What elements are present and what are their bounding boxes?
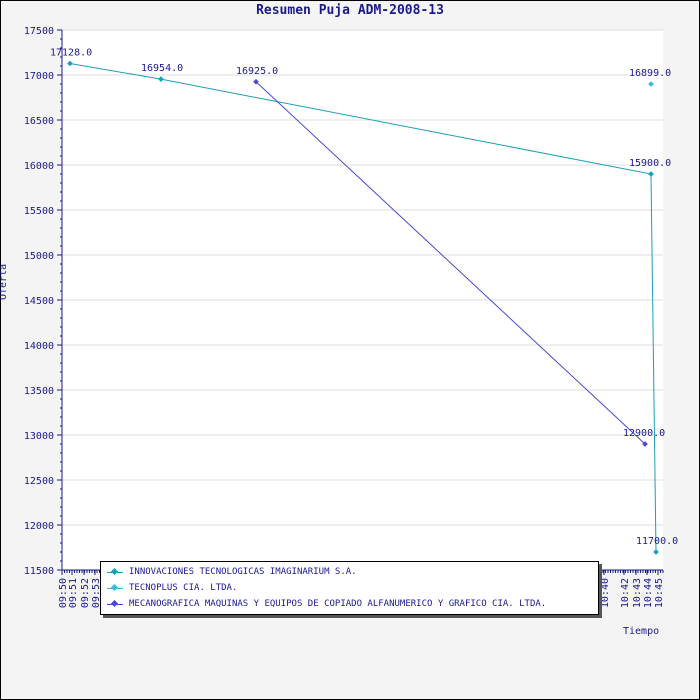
y-tick-label: 16000 [24, 161, 54, 172]
legend-label: TECNOPLUS CIA. LTDA. [129, 583, 238, 593]
y-tick-label: 12500 [24, 476, 54, 487]
data-label: 15900.0 [629, 158, 671, 169]
x-tick-label: 10:42 [620, 578, 631, 608]
y-tick-label: 15000 [24, 251, 54, 262]
legend-item: INNOVACIONES TECNOLOGICAS IMAGINARIUM S.… [107, 565, 357, 579]
x-axis-label: Tiempo [623, 626, 660, 637]
data-label: 16925.0 [236, 66, 278, 77]
data-point [648, 171, 654, 177]
x-tick-label: 10:40 [600, 578, 611, 608]
x-tick-label: 10:45 [654, 578, 665, 608]
data-label: 12900.0 [623, 428, 665, 439]
x-tick-label: 09:50 [58, 578, 69, 608]
x-tick-label: 10:43 [632, 578, 643, 608]
legend-label: INNOVACIONES TECNOLOGICAS IMAGINARIUM S.… [129, 567, 357, 577]
y-tick-label: 14500 [24, 296, 54, 307]
legend-item: MECANOGRAFICA MAQUINAS Y EQUIPOS DE COPI… [107, 597, 546, 611]
y-tick-label: 13500 [24, 386, 54, 397]
data-label: 16954.0 [141, 63, 183, 74]
legend: INNOVACIONES TECNOLOGICAS IMAGINARIUM S.… [100, 561, 599, 615]
x-tick-label: 09:51 [68, 578, 79, 608]
data-point [642, 441, 648, 447]
series-line-0 [69, 62, 657, 553]
series-line-2 [255, 81, 646, 445]
data-point [648, 81, 654, 87]
x-tick-label: 09:53 [91, 578, 102, 608]
y-tick-label: 17500 [24, 26, 54, 37]
legend-swatch-2 [107, 599, 123, 609]
data-label: 11700.0 [636, 536, 678, 547]
data-label: 17128.0 [50, 47, 92, 58]
y-tick-label: 11500 [24, 566, 54, 577]
legend-label: MECANOGRAFICA MAQUINAS Y EQUIPOS DE COPI… [129, 599, 547, 609]
legend-swatch-1 [107, 583, 123, 593]
y-tick-label: 15500 [24, 206, 54, 217]
legend-item: TECNOPLUS CIA. LTDA. [107, 581, 237, 595]
y-tick-label: 17000 [24, 71, 54, 82]
y-tick-label: 16500 [24, 116, 54, 127]
data-point [158, 76, 164, 82]
y-tick-label: 12000 [24, 521, 54, 532]
data-point [253, 78, 259, 85]
legend-swatch-0 [107, 567, 123, 577]
y-tick-label: 13000 [24, 431, 54, 442]
x-tick-label: 09:52 [80, 578, 91, 608]
chart-title: Resumen Puja ADM-2008-13 [256, 3, 444, 18]
x-tick-label: 10:44 [643, 578, 654, 608]
data-label: 16899.0 [629, 68, 671, 79]
y-tick-label: 14000 [24, 341, 54, 352]
data-point [653, 549, 659, 555]
